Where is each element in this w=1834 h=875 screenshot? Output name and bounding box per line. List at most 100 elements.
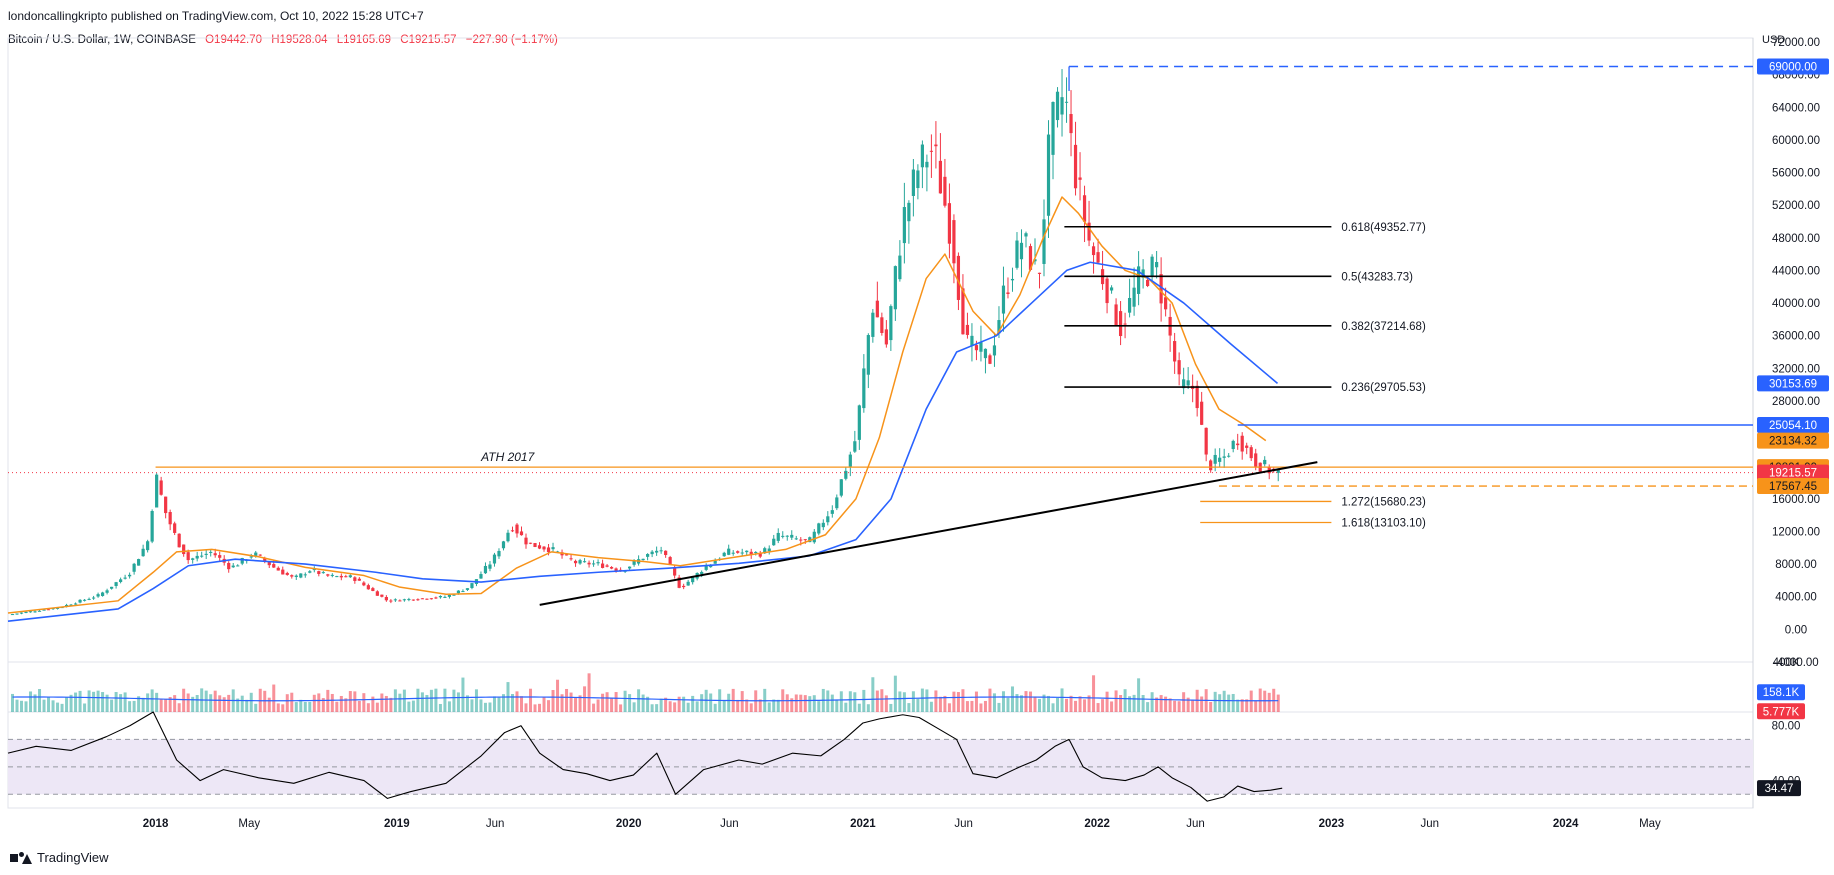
candle-body	[916, 170, 920, 189]
candle-body	[114, 582, 118, 586]
candle-body	[673, 567, 677, 576]
candle-body	[952, 220, 956, 264]
candle-body	[1096, 252, 1100, 263]
candle-body	[15, 613, 19, 615]
volume-bar	[1213, 691, 1217, 712]
volume-bar	[290, 692, 294, 712]
candle-body	[686, 581, 690, 586]
volume-bar	[191, 696, 195, 712]
candle-body	[330, 574, 334, 576]
price-tag: 69000.00	[1757, 58, 1829, 75]
volume-bar	[218, 695, 222, 712]
candle-body	[600, 563, 605, 568]
candle-body	[677, 577, 681, 588]
tradingview-logo-icon	[10, 851, 32, 864]
candle-body	[1200, 401, 1204, 425]
candle-body	[925, 161, 929, 168]
candle-body	[438, 595, 443, 598]
candle-body	[934, 144, 938, 147]
price-tag-text: 23134.32	[1769, 436, 1817, 448]
volume-bar	[1182, 692, 1186, 712]
ath-label: ATH 2017	[480, 450, 535, 464]
volume-bar	[565, 688, 569, 712]
volume-bar	[776, 699, 780, 712]
volume-bar	[1069, 695, 1073, 712]
volume-bar	[236, 698, 240, 712]
candle-body	[19, 612, 24, 614]
volume-bar	[556, 679, 560, 712]
candle-body	[1164, 297, 1168, 310]
volume-bar	[1159, 695, 1163, 712]
change-value: −227.90 (−1.17%)	[465, 34, 558, 46]
y-tick-label: 8000.00	[1775, 559, 1817, 571]
volume-bar	[1150, 692, 1154, 712]
volume-bar	[272, 684, 276, 712]
candle-body	[668, 557, 672, 565]
volume-bar	[1042, 694, 1046, 712]
volume-bar	[1105, 691, 1109, 712]
candles	[10, 69, 1280, 616]
volume-bar	[294, 702, 298, 712]
candle-body	[128, 574, 132, 577]
candle-body	[1263, 459, 1267, 465]
candle-body	[24, 611, 28, 613]
volume-bar	[853, 692, 857, 712]
price-tag-bg	[1757, 478, 1829, 495]
candle-body	[655, 550, 659, 553]
volume-bar	[110, 699, 114, 712]
candle-body	[1209, 460, 1213, 471]
volume-bar	[538, 703, 542, 712]
volume-tag: 158.1K	[1757, 684, 1805, 701]
candle-body	[479, 574, 483, 579]
candle-body	[799, 539, 803, 541]
volume-bar	[303, 702, 307, 712]
candle-body	[628, 566, 632, 569]
volume-bar	[1060, 688, 1064, 712]
candle-body	[272, 564, 276, 568]
candle-body	[240, 558, 244, 564]
volume-bar	[740, 691, 744, 712]
candle-body	[1042, 219, 1046, 264]
candle-body	[73, 603, 78, 605]
candle-body	[465, 588, 470, 590]
volume-bar	[785, 694, 789, 712]
price-tag: 17567.45	[1757, 478, 1829, 495]
volume-bar	[1186, 697, 1190, 712]
volume-bar	[74, 692, 78, 712]
candle-body	[713, 560, 717, 564]
volume-bar	[15, 699, 19, 712]
candle-body	[578, 560, 582, 564]
candle-body	[1082, 195, 1087, 222]
candle-body	[317, 571, 321, 574]
volume-bar	[245, 699, 249, 712]
volume-bar	[1236, 699, 1240, 712]
candle-body	[91, 597, 96, 599]
candle-body	[817, 523, 821, 534]
candle-body	[776, 532, 780, 541]
candle-body	[731, 552, 735, 554]
volume-bar	[1168, 698, 1172, 712]
candle-body	[1182, 379, 1186, 389]
volume-bar	[456, 692, 460, 712]
volume-bar	[69, 694, 73, 712]
volume-bar	[767, 702, 771, 712]
volume-bar	[952, 691, 956, 712]
candle-body	[920, 144, 924, 168]
candle-body	[537, 545, 542, 549]
volume-bar	[551, 690, 555, 712]
volume-bar	[695, 701, 699, 712]
volume-bar	[339, 695, 343, 712]
candle-body	[803, 539, 807, 541]
volume-bar	[988, 688, 992, 712]
volume-bar	[745, 699, 749, 712]
candle-body	[781, 535, 785, 537]
candle-body	[1078, 177, 1082, 180]
volume-bar	[38, 689, 42, 712]
volume-bar	[979, 703, 983, 712]
volume-bar	[848, 691, 852, 712]
volume-bar	[929, 701, 933, 712]
symbol-name[interactable]: Bitcoin / U.S. Dollar, 1W, COINBASE	[8, 34, 196, 46]
y-tick-label: 52000.00	[1772, 200, 1820, 212]
y-tick-label: 56000.00	[1772, 168, 1820, 180]
